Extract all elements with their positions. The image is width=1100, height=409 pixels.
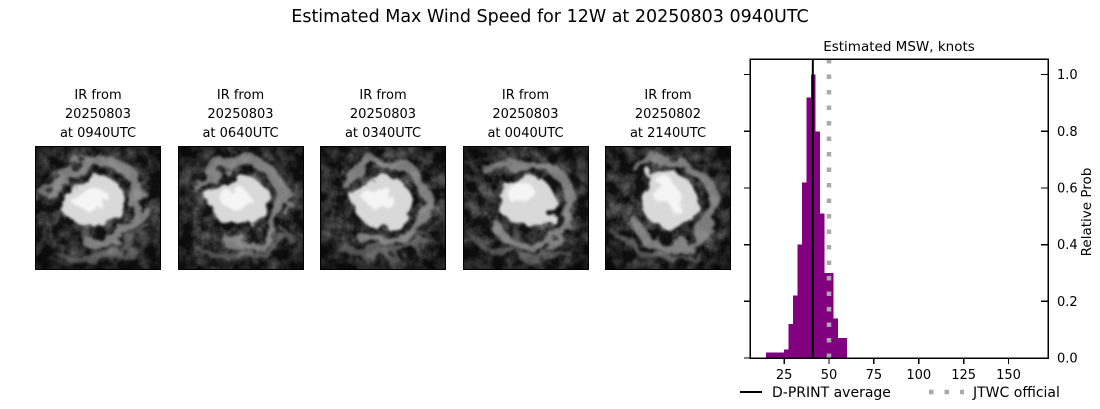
ir-tile: IR from 20250803 at 0940UTC	[35, 86, 161, 270]
ir-satellite-image	[320, 146, 446, 270]
ir-tile: IR from 20250802 at 2140UTC	[605, 86, 731, 270]
ir-tile-label: IR from 20250802 at 2140UTC	[629, 88, 707, 141]
x-tick-label: 75	[866, 368, 883, 383]
chart-title: Estimated MSW, knots	[823, 39, 975, 55]
ir-tile-label: IR from 20250803 at 0040UTC	[487, 88, 564, 141]
y-tick-label: 0.4	[1057, 238, 1078, 253]
figure-title: Estimated Max Wind Speed for 12W at 2025…	[291, 7, 809, 27]
jtwc-official-legend-label: JTWC official	[972, 385, 1060, 401]
x-tick-label: 100	[906, 368, 931, 383]
y-axis-label: Relative Prob	[1079, 168, 1095, 257]
ir-satellite-image	[35, 146, 161, 270]
y-tick-label: 0.2	[1057, 295, 1078, 310]
ir-satellite-image	[177, 146, 304, 270]
ir-satellite-image	[605, 146, 731, 270]
ir-satellite-image	[462, 146, 589, 270]
y-tick-label: 1.0	[1057, 68, 1078, 83]
msw-histogram: 25 50 75 100 125 150 0.0 0.2 0.4 0.6 0.8 1.0 Estima…	[740, 39, 1095, 401]
y-tick-label: 0.8	[1057, 125, 1078, 140]
chart-legend: D-PRINT average JTWC official	[740, 385, 1060, 401]
x-axis: 25 50 75 100 125 150	[776, 358, 1021, 383]
ir-tile: IR from 20250803 at 0640UTC	[177, 86, 304, 270]
ir-tile-label: IR from 20250803 at 0340UTC	[344, 88, 422, 141]
histogram-bars	[766, 74, 847, 358]
ir-tile: IR from 20250803 at 0340UTC	[320, 86, 446, 270]
y-axis: 0.0 0.2 0.4 0.6 0.8 1.0	[744, 68, 1078, 367]
x-tick-label: 25	[776, 368, 793, 383]
histogram-plot: 25 50 75 100 125 150 0.0 0.2 0.4 0.6 0.8 1.0	[744, 58, 1078, 383]
ir-tile-label: IR from 20250803 at 0640UTC	[202, 88, 279, 141]
y-tick-label: 0.6	[1057, 181, 1078, 196]
dprint-average-legend-label: D-PRINT average	[772, 385, 891, 401]
x-tick-label: 150	[996, 368, 1021, 383]
ir-tile-label: IR from 20250803 at 0940UTC	[59, 88, 137, 141]
x-tick-label: 125	[951, 368, 976, 383]
x-tick-label: 50	[821, 368, 838, 383]
ir-tile: IR from 20250803 at 0040UTC	[462, 86, 589, 270]
plot-border	[749, 58, 1049, 359]
y-tick-label: 0.0	[1057, 352, 1078, 367]
